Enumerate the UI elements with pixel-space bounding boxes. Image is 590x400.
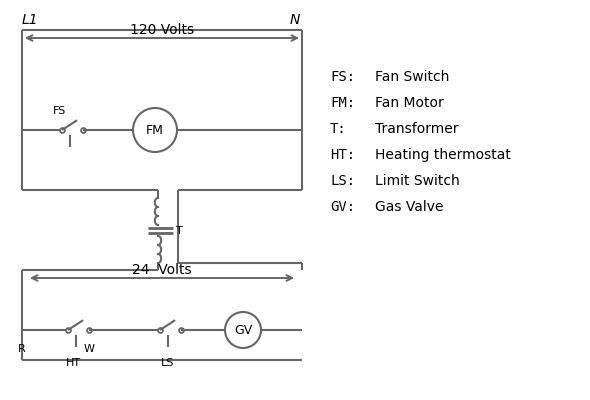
Text: GV:: GV: [330, 200, 355, 214]
Text: FS:: FS: [330, 70, 355, 84]
Text: Limit Switch: Limit Switch [375, 174, 460, 188]
Text: 120 Volts: 120 Volts [130, 23, 194, 37]
Text: Fan Motor: Fan Motor [375, 96, 444, 110]
Text: Fan Switch: Fan Switch [375, 70, 450, 84]
Text: L1: L1 [22, 13, 38, 27]
Text: T: T [176, 226, 183, 236]
Text: Heating thermostat: Heating thermostat [375, 148, 511, 162]
Text: LS:: LS: [330, 174, 355, 188]
Text: Gas Valve: Gas Valve [375, 200, 444, 214]
Text: Transformer: Transformer [375, 122, 458, 136]
Text: FS: FS [53, 106, 67, 116]
Text: HT:: HT: [330, 148, 355, 162]
Text: LS: LS [161, 358, 175, 368]
Text: HT: HT [65, 358, 81, 368]
Text: FM: FM [146, 124, 164, 136]
Text: R: R [18, 344, 26, 354]
Text: T:: T: [330, 122, 347, 136]
Text: W: W [84, 344, 94, 354]
Text: 24  Volts: 24 Volts [132, 263, 192, 277]
Text: N: N [290, 13, 300, 27]
Text: FM:: FM: [330, 96, 355, 110]
Text: GV: GV [234, 324, 252, 336]
